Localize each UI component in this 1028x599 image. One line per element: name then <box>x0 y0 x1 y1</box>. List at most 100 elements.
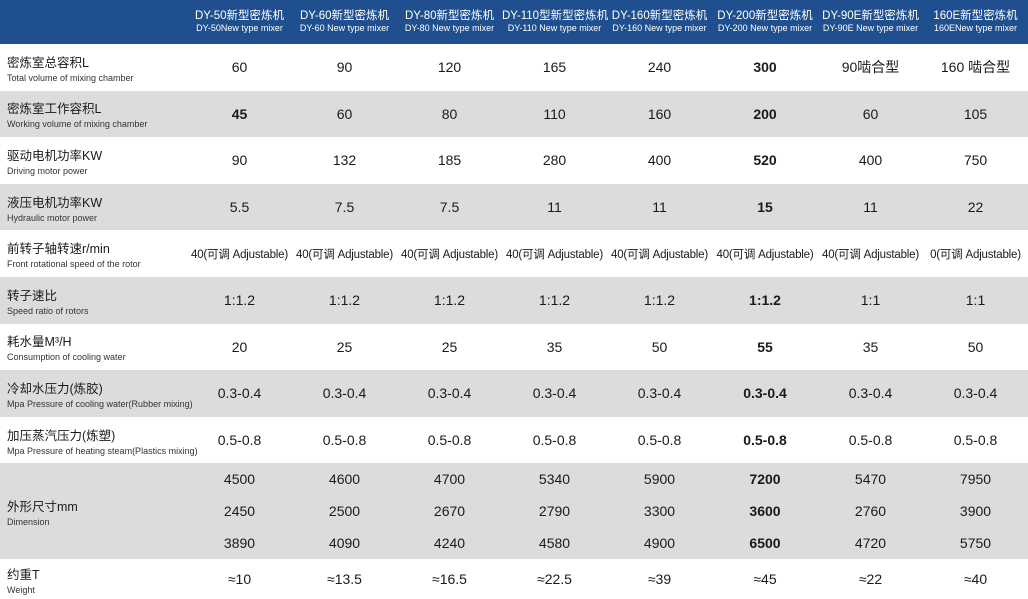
spec-cell: 35 <box>546 338 563 355</box>
width-value: 2450 <box>223 503 256 520</box>
row-label: 前转子轴转速r/min Front rotational speed of the… <box>0 230 187 277</box>
model-name-cn: 160E新型密炼机 <box>933 10 1018 23</box>
width-value: 2760 <box>854 503 887 520</box>
row-label-cn: 转子速比 <box>7 288 58 303</box>
spec-cell: 0.3-0.4 <box>217 385 262 402</box>
spec-cell: 80 <box>441 105 458 122</box>
spec-cell: 1:1 <box>860 292 881 309</box>
model-header: DY-60新型密炼机 DY-60 New type mixer <box>292 0 397 44</box>
spec-cell: 1:1.2 <box>538 292 571 309</box>
row-label-cn: 约重T <box>7 567 40 582</box>
spec-cell: 90啮合型 <box>841 59 900 76</box>
spec-cell: 20 <box>231 338 248 355</box>
model-name-cn: DY-60新型密炼机 <box>299 10 390 23</box>
spec-cell: 55 <box>757 338 773 355</box>
dimension-cell: 7950 3900 5750 <box>923 463 1028 559</box>
height-value: 4580 <box>538 535 571 552</box>
spec-cell: 40(可调 Adjustable) <box>716 248 814 261</box>
spec-cell: 7.5 <box>439 199 460 216</box>
row-label-en: Dimension <box>7 516 50 527</box>
model-header: DY-160新型密炼机 DY-160 New type mixer <box>607 0 712 44</box>
length-value: 7200 <box>749 471 781 488</box>
spec-cell: 750 <box>963 152 988 169</box>
row-label-cn: 密炼室总容积L <box>7 55 89 70</box>
spec-cell: 5.5 <box>229 199 250 216</box>
spec-row-cooling-water-pressure: 冷却水压力(炼胶) Mpa Pressure of cooling water(R… <box>0 370 1028 417</box>
spec-cell: 0.3-0.4 <box>953 385 998 402</box>
model-header: 160E新型密炼机 160ENew type mixer <box>923 0 1028 44</box>
width-value: 2790 <box>538 503 571 520</box>
spec-cell: 240 <box>647 59 672 76</box>
spec-cell: 60 <box>862 105 879 122</box>
spec-cell: 0.5-0.8 <box>637 432 682 449</box>
spec-cell: ≈39 <box>647 571 672 588</box>
model-name-en: DY-110 New type mixer <box>507 23 602 34</box>
spec-cell: ≈16.5 <box>432 571 467 588</box>
model-name-en: DY-60 New type mixer <box>299 23 390 34</box>
spec-row-hydraulic-motor: 液压电机功率KW Hydraulic motor power 5.5 7.5 7.… <box>0 183 1028 231</box>
row-label-cn: 密炼室工作容积L <box>7 102 102 117</box>
spec-cell: 90 <box>231 152 248 169</box>
spec-cell: 1:1.2 <box>643 292 676 309</box>
dimension-cell: 5470 2760 4720 <box>818 463 923 559</box>
dimension-cell: 4700 2670 4240 <box>397 463 502 559</box>
spec-cell: 160 <box>647 105 672 122</box>
spec-cell: 165 <box>542 59 567 76</box>
width-value: 2670 <box>433 503 466 520</box>
row-label: 约重T Weight <box>0 559 187 599</box>
spec-cell: 40(可调 Adjustable) <box>822 248 919 261</box>
height-value: 4900 <box>643 535 676 552</box>
spec-cell: 120 <box>437 59 462 76</box>
spec-cell: 0.3-0.4 <box>427 385 472 402</box>
model-name-cn: DY-80新型密炼机 <box>404 10 495 23</box>
row-label-en: Hydraulic motor power <box>7 212 98 223</box>
spec-cell: 35 <box>862 338 879 355</box>
row-label-cn: 冷却水压力(炼胶) <box>7 381 103 396</box>
spec-cell: 0.5-0.8 <box>848 432 893 449</box>
spec-cell: 280 <box>542 152 567 169</box>
row-label: 转子速比 Speed ratio of rotors <box>0 277 187 324</box>
model-header: DY-90E新型密炼机 DY-90E New type mixer <box>818 0 923 44</box>
dimension-cell: 4600 2500 4090 <box>292 463 397 559</box>
spec-cell: ≈22.5 <box>537 571 572 588</box>
spec-cell: 1:1.2 <box>433 292 466 309</box>
height-value: 6500 <box>749 535 781 552</box>
spec-cell: 300 <box>753 59 777 76</box>
model-name-cn: DY-90E新型密炼机 <box>822 10 919 23</box>
spec-row-dimension: 外形尺寸mm Dimension 4500 2450 3890 4600 2500 409… <box>0 463 1028 560</box>
model-header: DY-110型新型密炼机 DY-110 New type mixer <box>502 0 608 44</box>
row-label-cn: 外形尺寸mm <box>7 499 78 514</box>
height-value: 3890 <box>223 535 256 552</box>
spec-row-water-consumption: 耗水量M³/H Consumption of cooling water 20 2… <box>0 323 1028 371</box>
spec-cell: 11 <box>652 199 667 216</box>
length-value: 4600 <box>328 471 361 488</box>
row-label-en: Driving motor power <box>7 165 88 176</box>
model-header: DY-80新型密炼机 DY-80 New type mixer <box>397 0 502 44</box>
spec-cell: 0.3-0.4 <box>322 385 367 402</box>
width-value: 3300 <box>643 503 676 520</box>
dimension-cell: 7200 3600 6500 <box>712 463 818 559</box>
spec-cell: 110 <box>543 105 566 122</box>
width-value: 3600 <box>749 503 781 520</box>
spec-cell: 7.5 <box>334 199 355 216</box>
row-label: 密炼室工作容积L Working volume of mixing chamber <box>0 91 187 138</box>
row-label-en: Speed ratio of rotors <box>7 305 89 316</box>
model-name-en: DY-90E New type mixer <box>822 23 919 34</box>
spec-cell: 1:1.2 <box>223 292 256 309</box>
spec-cell: 1:1.2 <box>328 292 361 309</box>
row-label: 冷却水压力(炼胶) Mpa Pressure of cooling water(R… <box>0 370 193 417</box>
spec-cell: 0.3-0.4 <box>637 385 682 402</box>
height-value: 5750 <box>959 535 992 552</box>
model-name-en: DY-160 New type mixer <box>612 23 707 34</box>
spec-cell: 60 <box>231 59 248 76</box>
spec-cell: 40(可调 Adjustable) <box>611 248 708 261</box>
row-label-cn: 驱动电机功率KW <box>7 148 103 163</box>
spec-row-weight: 约重T Weight ≈10 ≈13.5 ≈16.5 ≈22.5 ≈39 ≈45 … <box>0 559 1028 599</box>
spec-cell: 22 <box>967 199 984 216</box>
model-name-en: 160ENew type mixer <box>933 23 1018 34</box>
length-value: 4500 <box>223 471 256 488</box>
spec-cell: 60 <box>336 105 353 122</box>
model-name-en: DY-80 New type mixer <box>404 23 495 34</box>
length-value: 5900 <box>643 471 676 488</box>
